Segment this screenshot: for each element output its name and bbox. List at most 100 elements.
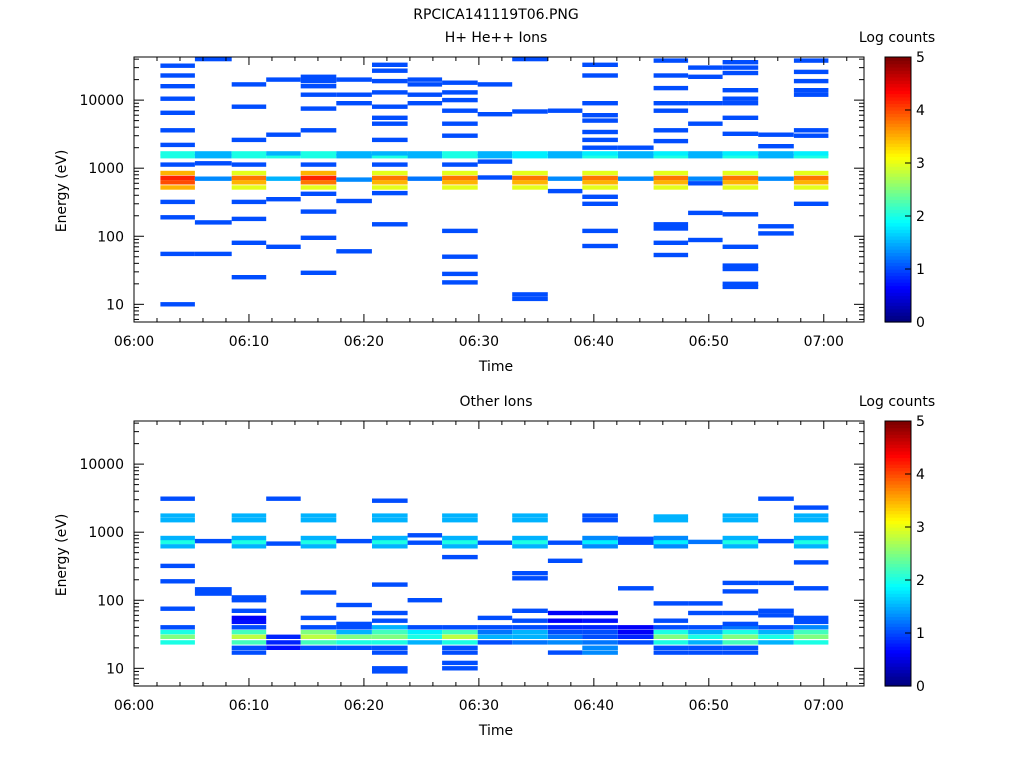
colorbar-step <box>885 599 911 604</box>
heatmap-cell <box>407 533 443 538</box>
y-axis-label: Energy (eV) <box>54 514 70 597</box>
colorbar-step <box>885 245 911 250</box>
colorbar-step <box>885 563 911 568</box>
x-ticks: 06:00 06:10 06:20 06:30 06:40 06:50 07:00 <box>114 57 848 350</box>
heatmap-cell <box>688 65 723 70</box>
heatmap-cell <box>231 615 267 621</box>
heatmap-cell <box>231 170 267 176</box>
heatmap-cell <box>266 176 301 181</box>
heatmap-cell <box>160 634 195 639</box>
heatmap-cell <box>336 77 372 82</box>
heatmap-cell <box>194 56 232 62</box>
heatmap-cell <box>512 634 548 639</box>
heatmap-cell <box>582 118 618 123</box>
heatmap-cell <box>653 539 689 545</box>
heatmap-cell <box>160 629 195 635</box>
heatmap-cell <box>547 650 583 655</box>
colorbar-step <box>885 427 911 432</box>
heatmap-cell <box>442 133 478 138</box>
figure-title: RPCICA141119T06.PNG <box>413 7 578 23</box>
heatmap-cell <box>653 85 689 91</box>
heatmap-cell <box>300 513 337 518</box>
heatmap-cell <box>160 302 195 307</box>
colorbar-step <box>885 662 911 667</box>
heatmap-cell <box>793 544 829 549</box>
colorbar-step <box>885 216 911 220</box>
heatmap-cell <box>582 640 618 645</box>
colorbar-step <box>885 149 911 154</box>
colorbar-step <box>885 652 911 657</box>
heatmap-cell <box>300 106 337 111</box>
heatmap-cell <box>722 65 759 70</box>
heatmap-cell <box>722 175 759 181</box>
colorbar-step <box>885 467 911 472</box>
heatmap-cell <box>231 608 267 613</box>
heatmap-cell <box>300 191 337 196</box>
heatmap-cell <box>407 176 443 181</box>
heatmap-cell <box>653 58 689 63</box>
heatmap-cell <box>512 576 548 581</box>
colorbar-step <box>885 527 911 531</box>
colorbar-step <box>885 242 911 247</box>
heatmap-cell <box>722 544 759 549</box>
heatmap-cell <box>758 634 794 639</box>
heatmap-cell <box>653 640 689 645</box>
colorbar-step <box>885 169 911 174</box>
colorbar-tick-label: 4 <box>916 467 925 483</box>
heatmap-cell <box>266 197 301 202</box>
heatmap-cell <box>722 629 759 635</box>
colorbar-step <box>885 454 911 459</box>
colorbar-step <box>885 487 911 492</box>
heatmap-cell <box>582 154 618 159</box>
heatmap-cell <box>512 513 548 518</box>
colorbar-step <box>885 86 911 91</box>
heatmap-cell <box>231 619 267 625</box>
heatmap-cell <box>758 496 794 501</box>
heatmap-cell <box>442 108 478 113</box>
heatmap-cell <box>653 226 689 231</box>
heatmap-cell <box>442 513 478 518</box>
colorbar-step <box>885 679 911 684</box>
colorbar-step <box>885 553 911 558</box>
colorbar: 0 1 2 3 4 5 <box>884 50 925 331</box>
heatmap-cell <box>300 92 337 97</box>
heatmap-cell <box>407 82 443 87</box>
colorbar-step <box>885 182 911 187</box>
heatmap-cell <box>722 131 759 136</box>
heatmap-cell <box>336 621 372 627</box>
colorbar-step <box>885 255 911 260</box>
heatmap-cell <box>722 640 759 645</box>
heatmap-cell <box>653 180 689 185</box>
heatmap-cell <box>407 640 443 645</box>
heatmap-cell <box>582 175 618 181</box>
colorbar-step <box>885 464 911 468</box>
heatmap-cell <box>231 180 267 185</box>
heatmap-cell <box>653 535 689 541</box>
heatmap-cell <box>336 154 372 159</box>
heatmap-cell <box>758 538 794 544</box>
heatmap-cell <box>442 271 478 277</box>
heatmap-cell <box>160 162 195 167</box>
heatmap-cell <box>407 92 443 97</box>
heatmap-cell <box>582 137 618 143</box>
heatmap-cell <box>688 237 723 243</box>
heatmap-cell <box>512 608 548 613</box>
heatmap-cell <box>793 185 829 190</box>
heatmap-cells <box>160 56 829 307</box>
heatmap-cell <box>442 629 478 635</box>
heatmap-cell <box>442 80 478 85</box>
heatmap-cell <box>266 640 301 645</box>
colorbar-label: Log counts <box>859 394 935 410</box>
heatmap-cell <box>160 170 195 176</box>
colorbar-step <box>885 533 911 538</box>
heatmap-cell <box>793 629 829 635</box>
colorbar-step <box>885 586 911 591</box>
y-axis-label: Energy (eV) <box>54 150 70 233</box>
heatmap-cell <box>372 115 408 120</box>
heatmap-cell <box>336 640 372 645</box>
heatmap-cell <box>722 284 759 290</box>
x-axis-label: Time <box>478 723 513 739</box>
heatmap-cell <box>722 621 759 627</box>
heatmap-cell <box>336 538 372 544</box>
